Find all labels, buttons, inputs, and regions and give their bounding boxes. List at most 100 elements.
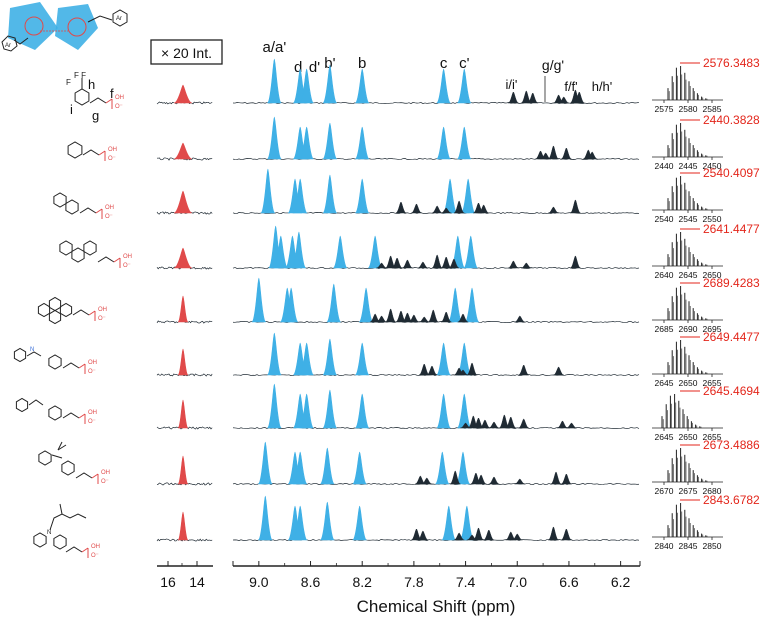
oh-inset-row [156, 247, 213, 270]
cage-peak [358, 287, 374, 323]
molecules: F FF hifgOHO⁻OHO⁻OHO⁻OHO⁻OHO⁻NOHO⁻OHO⁻OHO… [13, 71, 132, 559]
cage-peak [299, 342, 314, 376]
oh-label: OH [105, 205, 114, 211]
x-tick-label: 6.6 [559, 574, 579, 590]
ligand-peak [475, 474, 487, 485]
spectrum-row [232, 383, 640, 429]
ligand-peak [566, 422, 577, 429]
vinyl-linker [89, 97, 107, 104]
ligand-peak [508, 260, 519, 269]
ligand-peak [488, 476, 500, 485]
oh-peak [173, 247, 193, 269]
ms-value-label: 2440.3828 [703, 113, 760, 127]
benzene-ring [67, 141, 83, 159]
ms-inset: 2645 2650 2655 2649.4477 [652, 330, 760, 388]
vinyl-linker [72, 309, 90, 316]
phosphonate-ring-left [24, 16, 44, 36]
inset-tick-label: 14 [189, 574, 205, 590]
ms-tick-label: 2695 [703, 324, 722, 334]
azo-bond [26, 351, 42, 357]
ligand-peak [417, 261, 429, 269]
peak-label: d' [309, 59, 320, 76]
molecule-structure: OH O⁻ [53, 192, 114, 220]
x-tick-label: 7.8 [404, 574, 424, 590]
ligand-peak [561, 473, 572, 485]
ms-tick-label: 2545 [679, 214, 698, 224]
ms-tick-label: 2840 [655, 541, 674, 551]
cage-peak [456, 68, 472, 104]
cage-peak [299, 393, 314, 429]
molecule-structure: F FF hi fg OH O⁻ [66, 71, 124, 123]
molecule-structure: OH O⁻ [59, 240, 132, 269]
molecule-structure: OH O⁻ [15, 397, 97, 425]
ligand-peak [440, 256, 452, 269]
oh-label: OH [98, 307, 107, 313]
cage-peak [447, 287, 463, 323]
ms-tick-label: 2575 [655, 104, 674, 114]
ms-value-label: 2645.4694 [703, 384, 760, 398]
oh-peak [177, 295, 189, 323]
peak-label: i/i' [505, 77, 517, 92]
molecule-structure: OH O⁻ [37, 296, 107, 325]
oh-peak [177, 455, 189, 485]
vinyl-linker [82, 149, 100, 156]
oh-peak [173, 142, 193, 160]
benzene-ring [74, 88, 90, 106]
spectrum-baseline [232, 158, 640, 160]
ligand-peak [518, 364, 530, 376]
p-bond [81, 547, 89, 553]
ligand-peak [511, 533, 523, 541]
ms-inset: 2670 2675 2680 2673.4886 [652, 438, 760, 496]
o-minus-label: O⁻ [88, 369, 96, 375]
ligand-peak [548, 526, 559, 541]
p-bond [91, 473, 99, 479]
x-tick-label: 8.6 [301, 574, 321, 590]
benzene-ring [13, 347, 27, 363]
cage-polyhedron-left [8, 2, 58, 50]
ms-tick-label: 2640 [655, 270, 674, 280]
ms-value-label: 2689.4283 [703, 276, 760, 290]
oh-label: OH [115, 95, 124, 101]
ligand-peak [426, 365, 438, 376]
ligand-peak [478, 204, 489, 214]
cage-peak [322, 338, 338, 376]
ms-tick-label: 2585 [703, 104, 722, 114]
oh-label: OH [101, 470, 110, 476]
benzene-ring [48, 354, 62, 370]
cage-peak [436, 126, 451, 160]
ligand-peak [402, 259, 413, 269]
oh-spectra [156, 84, 213, 542]
molecule-structure: N OH O⁻ [33, 503, 100, 559]
ligand-peak [431, 254, 443, 269]
oh-label: OH [88, 360, 97, 366]
cage-peak [322, 122, 338, 160]
ms-tick-label: 2850 [703, 541, 722, 551]
spectrum-row [232, 116, 640, 160]
ligand-peak [570, 255, 581, 269]
cage-peak [319, 447, 335, 485]
spectrum-row [232, 495, 640, 541]
ligand-peak [586, 151, 598, 160]
benzene-ring [83, 240, 97, 256]
ms-value-label: 2576.3483 [703, 56, 760, 70]
ms-tick-label: 2845 [679, 541, 698, 551]
ligand-peak [421, 477, 433, 485]
inset-ticks: 16 14 [160, 561, 205, 590]
oh-label: OH [123, 254, 132, 260]
ligand-peak [457, 369, 469, 376]
spectrum-row [232, 332, 640, 376]
cage-peak [326, 283, 342, 323]
cage-peak [292, 178, 308, 214]
x-tick-label: 8.2 [352, 574, 372, 590]
ligand-peak [570, 199, 581, 214]
spectrum-row [232, 441, 640, 485]
ms-value-label: 2649.4477 [703, 330, 760, 344]
benzene-ring [15, 397, 29, 413]
ligand-peak [453, 532, 465, 541]
peak-label: b [358, 55, 366, 72]
benzene-ring [38, 450, 52, 466]
ligand-peak [408, 314, 420, 323]
ms-tick-label: 2650 [703, 270, 722, 280]
cage-peak [436, 342, 451, 376]
intensity-label: × 20 Int. [161, 45, 212, 61]
